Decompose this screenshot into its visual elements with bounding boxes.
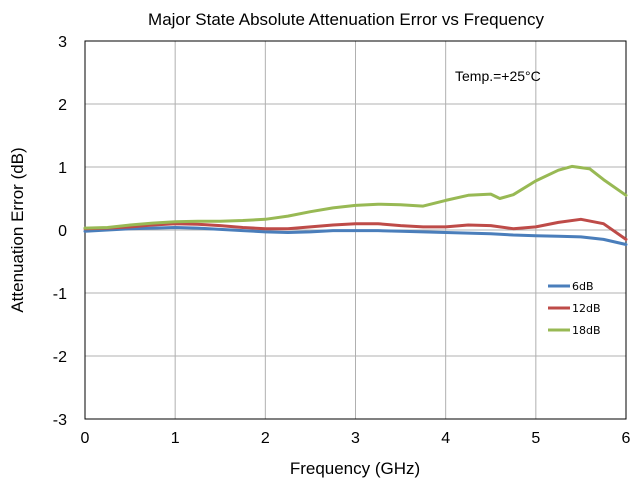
x-tick-label: 5 <box>531 430 540 447</box>
x-tick-label: 1 <box>171 430 180 447</box>
legend-label-12dB: 12dB <box>572 302 601 315</box>
temperature-annotation: Temp.=+25°C <box>455 68 541 84</box>
series-line-18dB <box>83 164 628 230</box>
y-tick-label: -2 <box>53 349 67 366</box>
series-line-6dB <box>83 226 628 246</box>
y-tick-label: -1 <box>53 286 67 303</box>
series-line-12dB <box>83 217 628 241</box>
legend-label-18dB: 18dB <box>572 324 601 337</box>
x-tick-label: 0 <box>81 430 90 447</box>
y-tick-label: 3 <box>58 34 67 51</box>
x-tick-labels: 0 1 2 3 4 5 6 <box>81 430 631 447</box>
y-tick-label: 2 <box>58 97 67 114</box>
y-tick-labels: -3 -2 -1 0 1 2 3 <box>53 34 67 429</box>
legend-label-6dB: 6dB <box>572 280 594 293</box>
x-tick-label: 3 <box>351 430 360 447</box>
x-tick-label: 4 <box>441 430 450 447</box>
series-lines <box>83 164 628 246</box>
chart-title: Major State Absolute Attenuation Error v… <box>148 10 544 29</box>
x-axis-label: Frequency (GHz) <box>290 459 420 478</box>
y-axis-label: Attenuation Error (dB) <box>8 147 27 312</box>
x-tick-label: 6 <box>622 430 631 447</box>
y-tick-label: -3 <box>53 412 67 429</box>
x-tick-label: 2 <box>261 430 270 447</box>
legend: 6dB 12dB 18dB <box>548 280 601 337</box>
y-tick-label: 1 <box>58 160 67 177</box>
y-tick-label: 0 <box>58 223 67 240</box>
